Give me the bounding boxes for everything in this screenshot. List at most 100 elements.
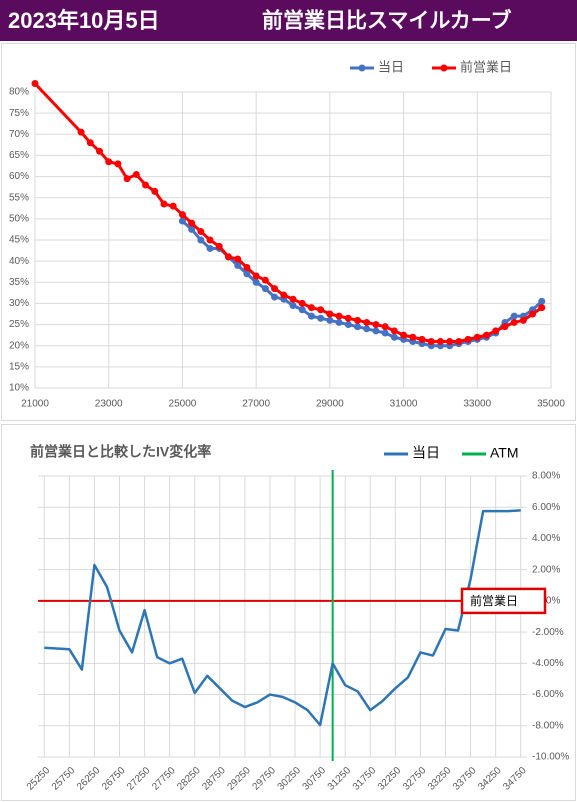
x-tick-label: 33000 bbox=[463, 399, 491, 410]
point bbox=[492, 327, 500, 335]
y-tick-label: 35% bbox=[9, 277, 29, 288]
point bbox=[427, 337, 435, 345]
y-tick-label: 50% bbox=[9, 213, 29, 224]
legend-dot bbox=[440, 64, 448, 72]
point bbox=[409, 333, 417, 341]
y2-tick-label: 2.00% bbox=[532, 564, 560, 575]
point bbox=[510, 312, 518, 320]
point bbox=[354, 323, 361, 331]
point bbox=[344, 314, 352, 322]
point bbox=[243, 270, 251, 278]
point bbox=[132, 170, 140, 178]
point bbox=[501, 323, 509, 331]
series-line bbox=[44, 509, 521, 727]
point bbox=[418, 335, 426, 343]
point bbox=[160, 200, 168, 208]
point bbox=[400, 331, 408, 339]
y-tick-label: 75% bbox=[9, 108, 29, 119]
point bbox=[529, 310, 537, 318]
point bbox=[381, 323, 389, 331]
point bbox=[178, 211, 186, 219]
point bbox=[178, 217, 186, 225]
y-tick-label: 25% bbox=[9, 319, 29, 330]
x-tick-label: 23000 bbox=[95, 399, 123, 410]
point bbox=[105, 158, 113, 166]
y-tick-label: 65% bbox=[9, 150, 29, 161]
point bbox=[234, 261, 242, 269]
point bbox=[326, 316, 334, 324]
series-line bbox=[33, 82, 543, 343]
point bbox=[234, 255, 242, 263]
y2-tick-label: 6.00% bbox=[532, 502, 560, 513]
point bbox=[298, 306, 306, 314]
x-tick-label: 25000 bbox=[169, 399, 197, 410]
point bbox=[252, 278, 260, 286]
y-tick-label: 15% bbox=[9, 361, 29, 372]
point bbox=[169, 202, 177, 210]
point bbox=[261, 276, 269, 284]
series-line bbox=[181, 219, 543, 348]
point bbox=[289, 295, 297, 303]
point bbox=[335, 318, 343, 326]
point bbox=[455, 337, 463, 345]
panel-2 bbox=[1, 424, 576, 801]
x-tick-label: 29000 bbox=[316, 399, 344, 410]
point bbox=[317, 314, 325, 322]
point bbox=[326, 310, 334, 318]
y2-tick-label: -8.00% bbox=[532, 720, 564, 731]
point bbox=[317, 306, 325, 314]
point bbox=[86, 139, 94, 147]
point bbox=[381, 329, 389, 337]
y2-tick-label: 8.00% bbox=[532, 471, 560, 482]
point bbox=[307, 312, 315, 320]
point bbox=[473, 333, 481, 341]
point bbox=[197, 236, 205, 244]
y-tick-label: 70% bbox=[9, 129, 29, 140]
point bbox=[206, 236, 214, 244]
point bbox=[123, 175, 131, 183]
point bbox=[280, 291, 288, 299]
y2-tick-label: -10.00% bbox=[532, 752, 569, 763]
x-tick-label: 31000 bbox=[390, 399, 418, 410]
point bbox=[225, 253, 232, 261]
point bbox=[298, 299, 306, 307]
header-bar bbox=[0, 0, 577, 41]
x-tick-label: 21000 bbox=[21, 399, 49, 410]
point bbox=[510, 318, 518, 326]
legend-label: 当日 bbox=[378, 59, 404, 74]
y2-tick-label: -2.00% bbox=[532, 627, 564, 638]
point bbox=[188, 219, 196, 227]
point bbox=[261, 285, 269, 293]
point bbox=[151, 187, 159, 195]
y-tick-label: 45% bbox=[9, 235, 29, 246]
legend-label: ATM bbox=[490, 445, 519, 461]
point bbox=[436, 337, 444, 345]
point bbox=[464, 335, 472, 343]
y-tick-label: 30% bbox=[9, 298, 29, 309]
point bbox=[363, 318, 371, 326]
point bbox=[206, 244, 214, 252]
point bbox=[538, 297, 546, 305]
point bbox=[252, 272, 260, 280]
point bbox=[446, 337, 454, 345]
legend-label: 前営業日 bbox=[460, 59, 512, 74]
point bbox=[142, 181, 150, 189]
y-tick-label: 20% bbox=[9, 340, 29, 351]
point bbox=[215, 242, 223, 250]
point bbox=[519, 316, 527, 324]
point bbox=[372, 327, 380, 335]
point bbox=[289, 302, 297, 310]
point bbox=[114, 160, 122, 168]
point bbox=[243, 263, 251, 271]
chart-title: 前営業日と比較したIV変化率 bbox=[30, 444, 211, 460]
point bbox=[31, 80, 39, 88]
y-tick-label: 55% bbox=[9, 192, 29, 203]
point bbox=[483, 331, 490, 339]
point bbox=[307, 304, 315, 312]
point bbox=[271, 293, 279, 301]
point bbox=[188, 225, 196, 233]
header-date: 2023年10月5日 bbox=[8, 8, 160, 33]
y2-tick-label: -4.00% bbox=[532, 658, 564, 669]
